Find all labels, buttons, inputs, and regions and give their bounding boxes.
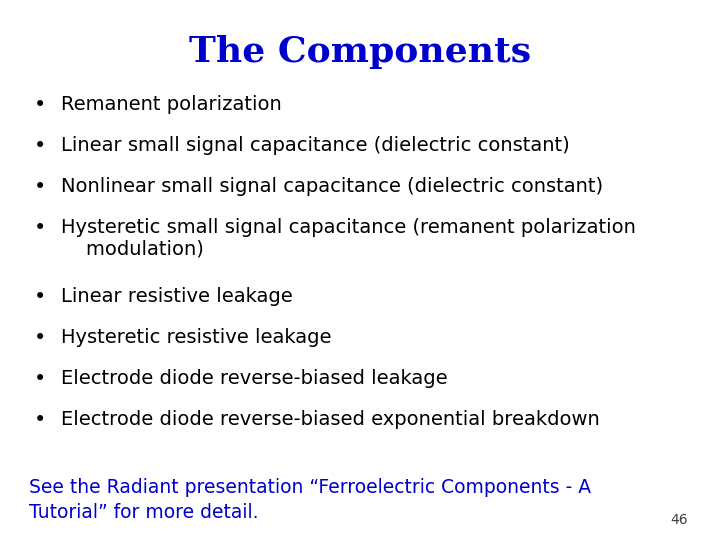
Text: See the Radiant presentation “Ferroelectric Components - A
Tutorial” for more de: See the Radiant presentation “Ferroelect… xyxy=(29,478,591,522)
Text: Electrode diode reverse-biased exponential breakdown: Electrode diode reverse-biased exponenti… xyxy=(61,410,600,429)
Text: •: • xyxy=(33,177,46,197)
Text: Linear resistive leakage: Linear resistive leakage xyxy=(61,287,293,306)
Text: 46: 46 xyxy=(670,512,688,526)
Text: Electrode diode reverse-biased leakage: Electrode diode reverse-biased leakage xyxy=(61,369,448,388)
Text: •: • xyxy=(33,94,46,114)
Text: Hysteretic resistive leakage: Hysteretic resistive leakage xyxy=(61,328,332,347)
Text: •: • xyxy=(33,136,46,156)
Text: Linear small signal capacitance (dielectric constant): Linear small signal capacitance (dielect… xyxy=(61,136,570,154)
Text: •: • xyxy=(33,410,46,430)
Text: Nonlinear small signal capacitance (dielectric constant): Nonlinear small signal capacitance (diel… xyxy=(61,177,603,195)
Text: •: • xyxy=(33,287,46,307)
Text: •: • xyxy=(33,218,46,238)
Text: The Components: The Components xyxy=(189,35,531,69)
Text: •: • xyxy=(33,369,46,389)
Text: •: • xyxy=(33,328,46,348)
Text: Hysteretic small signal capacitance (remanent polarization
    modulation): Hysteretic small signal capacitance (rem… xyxy=(61,218,636,259)
Text: Remanent polarization: Remanent polarization xyxy=(61,94,282,113)
